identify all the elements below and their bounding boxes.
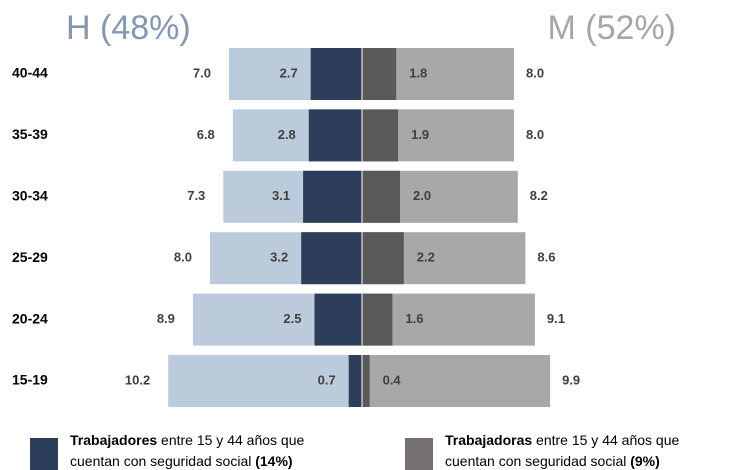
right-insured-label: 1.9: [411, 127, 429, 142]
left-insured-bar: [308, 109, 362, 162]
legend-rest: entre 15 y 44 años que: [532, 432, 679, 448]
left-insured-label: 2.7: [280, 65, 298, 80]
legend-swatch: [405, 438, 433, 470]
left-insured-label: 2.8: [278, 127, 296, 142]
right-total-label: 8.6: [537, 250, 555, 265]
left-insured-label: 3.1: [272, 188, 290, 203]
legend-bold: (9%): [630, 453, 660, 469]
right-total-label: 8.0: [526, 65, 544, 80]
legend-text: Trabajadores entre 15 y 44 años que: [70, 432, 304, 448]
left-total-bar: [168, 355, 362, 407]
left-insured-bar: [348, 355, 362, 407]
legend-text: cuentan con seguridad social (14%): [70, 453, 293, 469]
right-insured-label: 1.8: [409, 65, 427, 80]
left-total-label: 6.8: [197, 127, 215, 142]
category-label: 20-24: [12, 310, 48, 326]
right-insured-bar: [362, 293, 393, 346]
category-label: 30-34: [12, 188, 48, 204]
category-label: 40-44: [12, 65, 48, 81]
legend-swatch: [30, 438, 58, 470]
right-insured-label: 2.0: [413, 188, 431, 203]
left-total-label: 7.3: [187, 188, 205, 203]
category-label: 15-19: [12, 372, 48, 388]
right-insured-bar: [362, 109, 399, 162]
right-insured-bar: [362, 355, 370, 407]
left-total-label: 10.2: [125, 372, 150, 387]
left-total-label: 7.0: [193, 65, 211, 80]
left-insured-bar: [310, 48, 362, 100]
category-label: 35-39: [12, 126, 48, 142]
legend-rest: cuentan con seguridad social: [445, 453, 630, 469]
left-header: H (48%): [66, 9, 191, 47]
right-insured-bar: [362, 170, 400, 223]
legend-bold: Trabajadoras: [445, 432, 532, 448]
legend-text: Trabajadoras entre 15 y 44 años que: [445, 432, 679, 448]
right-total-label: 9.1: [547, 311, 565, 326]
right-insured-bar: [362, 232, 404, 285]
right-insured-label: 1.6: [405, 311, 423, 326]
left-insured-label: 2.5: [283, 311, 301, 326]
right-total-label: 9.9: [562, 372, 580, 387]
legend-bold: Trabajadores: [70, 432, 157, 448]
right-header: M (52%): [548, 9, 676, 47]
left-insured-bar: [303, 170, 362, 223]
left-insured-bar: [314, 293, 362, 346]
legend-bold: (14%): [255, 453, 292, 469]
left-insured-label: 0.7: [318, 372, 336, 387]
right-total-label: 8.2: [530, 188, 548, 203]
legend-rest: entre 15 y 44 años que: [157, 432, 304, 448]
left-insured-label: 3.2: [270, 250, 288, 265]
right-insured-label: 2.2: [417, 250, 435, 265]
legend-text: cuentan con seguridad social (9%): [445, 453, 660, 469]
legend-rest: cuentan con seguridad social: [70, 453, 255, 469]
left-total-label: 8.0: [174, 250, 192, 265]
category-label: 25-29: [12, 249, 48, 265]
right-total-label: 8.0: [526, 127, 544, 142]
left-insured-bar: [301, 232, 362, 285]
right-insured-bar: [362, 48, 397, 100]
right-insured-label: 0.4: [383, 372, 402, 387]
left-total-label: 8.9: [157, 311, 175, 326]
right-total-bar: [362, 355, 551, 407]
